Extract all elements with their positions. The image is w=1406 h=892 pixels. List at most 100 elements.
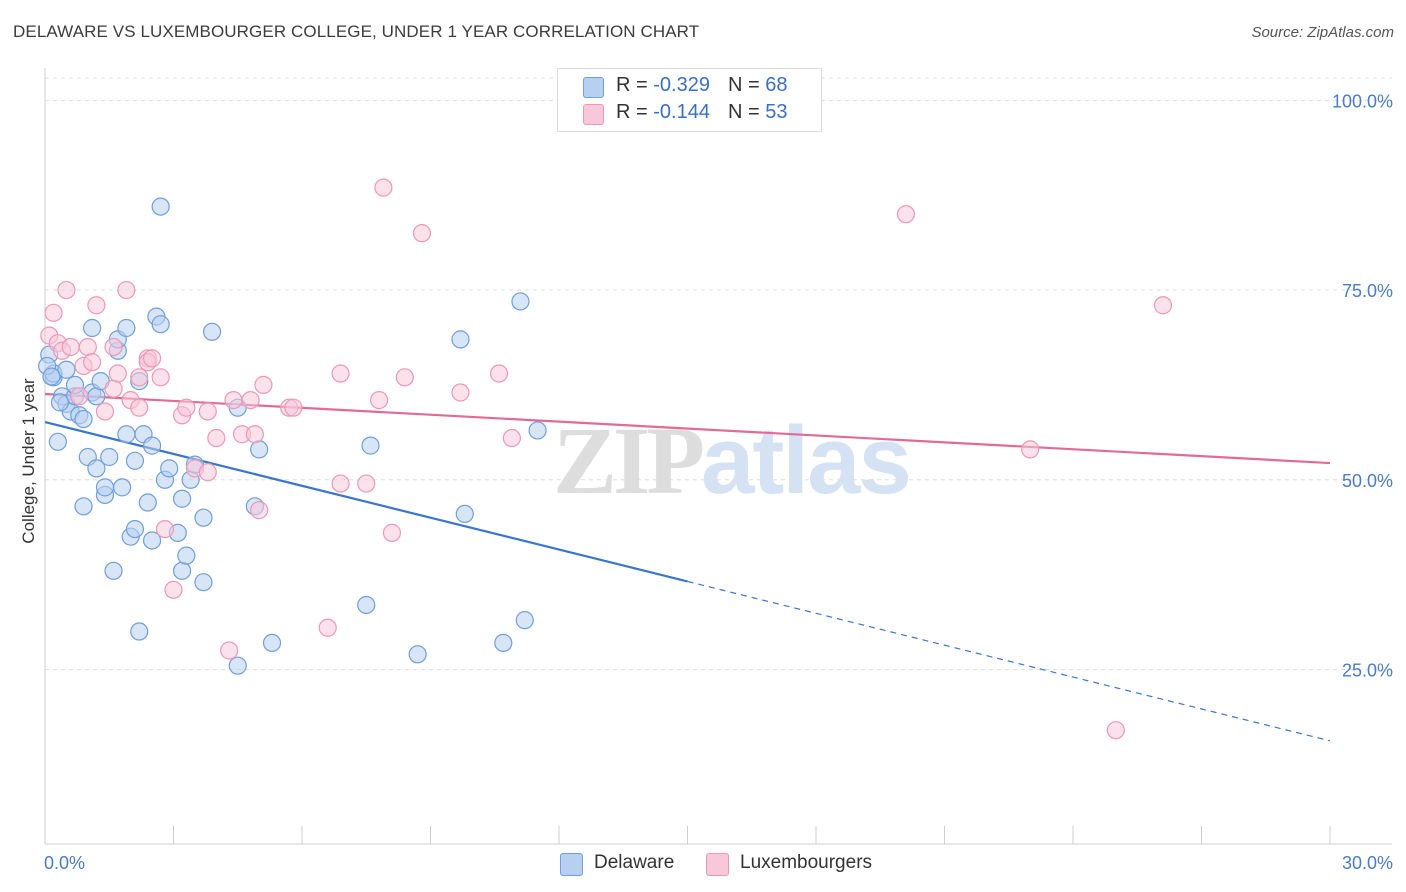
delaware-point	[42, 367, 61, 386]
luxembourgers-point	[284, 398, 303, 417]
luxembourgers-point	[451, 383, 470, 402]
delaware-legend-swatch	[560, 853, 583, 876]
data-points	[38, 178, 1173, 740]
delaware-point	[74, 497, 93, 516]
luxembourgers-point	[198, 463, 217, 482]
luxembourgers-point	[224, 390, 243, 410]
delaware-point	[117, 425, 136, 444]
delaware-point	[142, 531, 162, 550]
luxembourgers-point	[245, 425, 264, 444]
delaware-point	[130, 622, 149, 641]
delaware-point	[194, 508, 213, 527]
delaware-swatch	[583, 77, 604, 98]
n-value: 53	[765, 101, 788, 123]
luxembourgers-point	[95, 402, 115, 421]
trend-lines	[44, 392, 1331, 742]
luxembourgers-point	[357, 474, 376, 493]
luxembourgers-point	[250, 501, 269, 520]
delaware-point	[112, 478, 132, 497]
delaware-point	[95, 478, 115, 497]
y-tick-label: 25.0%	[1342, 660, 1393, 680]
n-value: 68	[765, 74, 788, 96]
luxembourgers-point	[108, 364, 127, 383]
y-tick-label: 50.0%	[1342, 471, 1393, 491]
luxembourgers-legend-swatch	[706, 853, 729, 876]
luxembourgers-point	[896, 205, 916, 224]
luxembourgers-point	[130, 398, 149, 417]
chart-title: DELAWARE VS LUXEMBOURGER COLLEGE, UNDER …	[13, 22, 700, 41]
r-label: R =	[616, 74, 654, 96]
gridlines	[45, 77, 1392, 670]
luxembourgers-point	[87, 296, 106, 315]
luxembourgers-trend-line	[44, 392, 1331, 465]
luxembourgers-swatch	[583, 104, 604, 125]
delaware-point	[528, 421, 547, 440]
r-value: -0.144	[653, 101, 710, 123]
delaware-point	[361, 436, 380, 455]
delaware-point	[142, 436, 162, 455]
delaware-point	[151, 315, 170, 334]
y-tick-label: 100.0%	[1332, 91, 1393, 111]
luxembourgers-point	[177, 398, 196, 417]
luxembourgers-point	[412, 224, 432, 243]
luxembourgers-point	[151, 368, 170, 387]
stats-legend: R = -0.329 N = 68 R = -0.144 N = 53	[557, 68, 822, 132]
tick-labels: 25.0% 50.0% 75.0% 100.0% 0.0% 30.0%	[44, 91, 1393, 873]
luxembourgers-point	[489, 364, 509, 383]
luxembourgers-point	[395, 368, 414, 387]
luxembourgers-point	[142, 349, 162, 368]
source-label: Source: ZipAtlas.com	[1251, 24, 1394, 41]
luxembourgers-point	[57, 280, 76, 300]
luxembourgers-point	[1021, 440, 1040, 459]
delaware-point	[408, 645, 427, 664]
luxembourgers-point	[331, 364, 350, 383]
luxembourgers-point	[61, 337, 80, 357]
luxembourgers-point	[155, 519, 175, 539]
luxembourgers-point	[164, 580, 183, 599]
delaware-point	[160, 459, 179, 478]
luxembourgers-point	[1106, 721, 1125, 740]
luxembourgers-point	[241, 390, 260, 410]
luxembourgers-point	[382, 523, 402, 542]
delaware-point	[74, 409, 93, 429]
luxembourgers-point	[220, 641, 239, 660]
delaware-point	[87, 459, 106, 478]
luxembourgers-point	[374, 178, 393, 197]
r-label: R =	[616, 101, 654, 123]
luxembourgers-point	[44, 303, 63, 322]
delaware-point	[151, 197, 170, 216]
luxembourgers-point	[254, 375, 273, 395]
x-tick-label-min: 0.0%	[44, 853, 85, 873]
luxembourgers-point	[130, 368, 149, 387]
delaware-point	[455, 504, 474, 524]
luxembourgers-point	[331, 474, 350, 493]
luxembourgers-point	[104, 379, 123, 398]
delaware-point	[262, 633, 282, 653]
delaware-point	[138, 493, 157, 512]
delaware-point	[50, 393, 70, 412]
delaware-point	[172, 561, 192, 580]
delaware-point	[494, 633, 513, 653]
delaware-point	[177, 546, 196, 565]
delaware-point	[100, 447, 119, 467]
delaware-point	[125, 451, 145, 470]
y-tick-label: 75.0%	[1342, 281, 1393, 301]
delaware-point	[194, 573, 213, 592]
watermark-atlas: atlas	[701, 407, 912, 514]
luxembourgers-point	[83, 353, 102, 372]
delaware-point	[515, 611, 534, 630]
luxembourgers-point	[1153, 296, 1173, 315]
delaware-point	[117, 318, 136, 338]
delaware-point	[202, 322, 222, 341]
luxembourgers-point	[70, 387, 89, 406]
delaware-point	[511, 292, 530, 311]
delaware-point	[172, 489, 192, 508]
r-value: -0.329	[653, 74, 710, 96]
delaware-trend-extrapolation	[687, 580, 1331, 742]
y-axis-label: College, Under 1 year	[19, 378, 38, 544]
luxembourgers-point	[198, 402, 217, 421]
n-label: N =	[727, 74, 766, 96]
luxembourgers-point	[370, 390, 389, 410]
delaware-point	[48, 432, 67, 451]
